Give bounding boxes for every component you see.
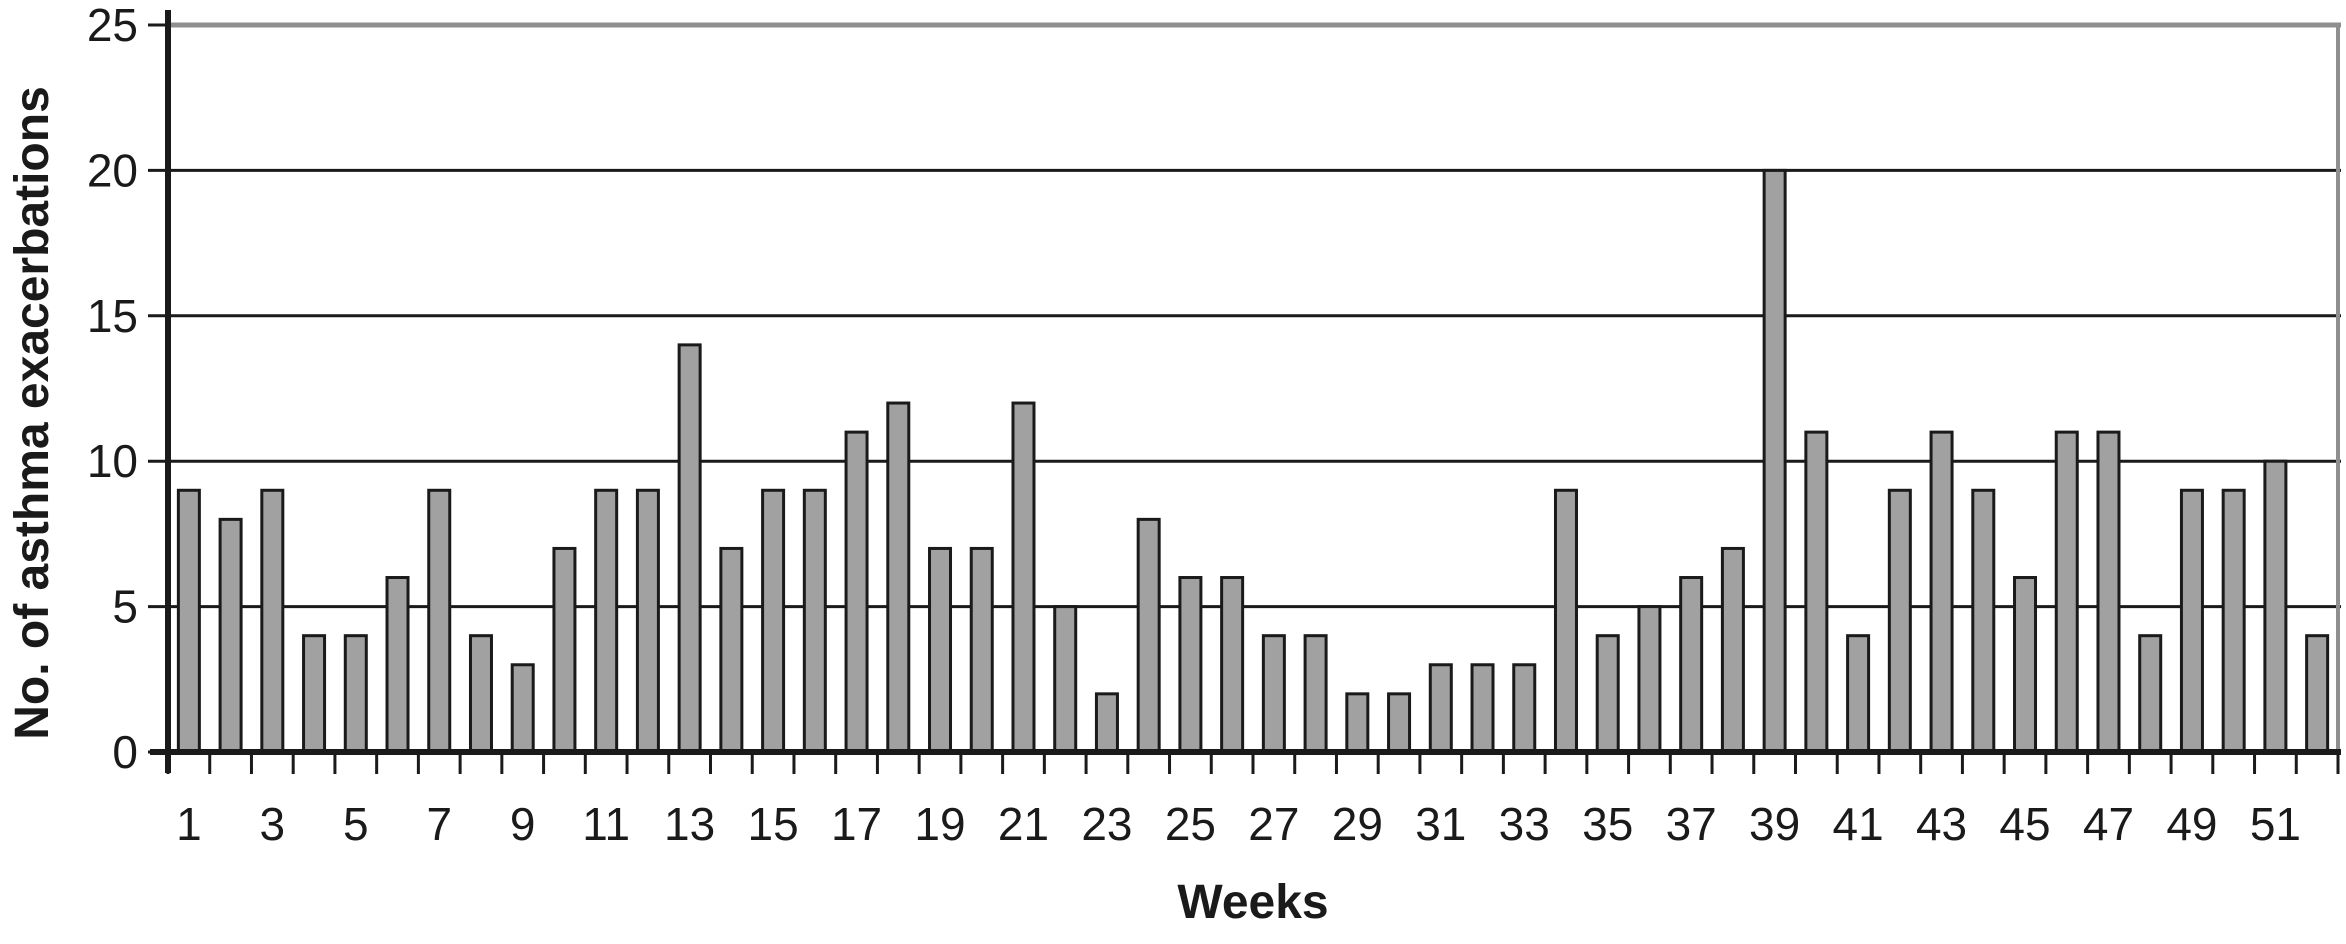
bar-week-20: [969, 546, 994, 754]
bar-week-32: [1470, 663, 1495, 754]
bar-week-18: [886, 401, 911, 754]
bar-week-52: [2305, 634, 2330, 754]
bar-week-46: [2054, 430, 2079, 754]
bar-week-48: [2138, 634, 2163, 754]
bar-week-40: [1804, 430, 1829, 754]
x-tick-label-3: 3: [260, 798, 286, 850]
bar-week-47: [2096, 430, 2121, 754]
bar-week-12: [635, 488, 660, 754]
bar-week-21: [1011, 401, 1036, 754]
bar-week-28: [1303, 634, 1328, 754]
bar-week-43: [1929, 430, 1954, 754]
bar-week-8: [468, 634, 493, 754]
bar-week-5: [343, 634, 368, 754]
bar-week-39: [1762, 168, 1787, 754]
bar-week-3: [260, 488, 285, 754]
x-tick-label-19: 19: [914, 798, 965, 850]
x-tick-label-41: 41: [1833, 798, 1884, 850]
y-tick-labels: 0 5 10 15 20 25: [87, 0, 138, 778]
bar-week-34: [1553, 488, 1578, 754]
bar-week-10: [552, 546, 577, 754]
x-tick-label-49: 49: [2166, 798, 2217, 850]
bar-week-1: [176, 488, 201, 754]
bar-week-36: [1637, 605, 1662, 754]
bar-week-19: [928, 546, 953, 754]
bar-week-44: [1971, 488, 1996, 754]
y-tick-label-5: 5: [112, 581, 138, 633]
x-tick-label-47: 47: [2083, 798, 2134, 850]
bar-week-49: [2179, 488, 2204, 754]
bar-week-45: [2013, 576, 2038, 754]
bar-week-2: [218, 517, 243, 754]
bar-week-7: [427, 488, 452, 754]
x-tick-label-29: 29: [1332, 798, 1383, 850]
bar-week-35: [1595, 634, 1620, 754]
y-tick-label-20: 20: [87, 144, 138, 196]
bar-week-51: [2263, 459, 2288, 754]
bar-week-22: [1053, 605, 1078, 754]
bar-week-41: [1846, 634, 1871, 754]
y-tick-label-10: 10: [87, 435, 138, 487]
x-tick-label-45: 45: [1999, 798, 2050, 850]
bar-week-11: [594, 488, 619, 754]
bar-week-26: [1220, 576, 1245, 754]
x-tick-label-35: 35: [1582, 798, 1633, 850]
x-tick-label-15: 15: [748, 798, 799, 850]
bar-week-24: [1136, 517, 1161, 754]
bar-week-14: [719, 546, 744, 754]
bar-week-30: [1387, 692, 1412, 754]
x-axis-title: Weeks: [1177, 876, 1328, 929]
bar-week-42: [1887, 488, 1912, 754]
y-tick-label-15: 15: [87, 290, 138, 342]
bar-week-9: [510, 663, 535, 754]
x-tick-label-17: 17: [831, 798, 882, 850]
x-tick-label-25: 25: [1165, 798, 1216, 850]
bar-week-13: [677, 343, 702, 754]
bar-week-50: [2221, 488, 2246, 754]
bar-week-15: [761, 488, 786, 754]
axes: [150, 10, 2341, 773]
x-tick-label-51: 51: [2250, 798, 2301, 850]
y-axis-title: No. of asthma exacerbations: [6, 86, 59, 740]
y-tick-label-25: 25: [87, 0, 138, 51]
bar-week-25: [1178, 576, 1203, 754]
x-tick-label-27: 27: [1248, 798, 1299, 850]
bar-week-17: [844, 430, 869, 754]
bar-week-38: [1720, 546, 1745, 754]
bar-week-31: [1428, 663, 1453, 754]
bar-week-6: [385, 576, 410, 754]
bar-week-33: [1512, 663, 1537, 754]
bar-week-27: [1261, 634, 1286, 754]
x-tick-label-33: 33: [1499, 798, 1550, 850]
bar-week-4: [302, 634, 327, 754]
bar-week-29: [1345, 692, 1370, 754]
tick-marks: [148, 23, 2340, 774]
x-tick-label-37: 37: [1666, 798, 1717, 850]
x-tick-label-13: 13: [664, 798, 715, 850]
x-tick-label-1: 1: [176, 798, 202, 850]
x-tick-label-39: 39: [1749, 798, 1800, 850]
x-tick-label-9: 9: [510, 798, 536, 850]
bar-week-16: [802, 488, 827, 754]
bar-week-23: [1094, 692, 1119, 754]
x-tick-labels: 1 3 5 7 9 11 13 15 17 19 21 23 25 27 29 31 33 35 37 39 41 43 4…: [176, 798, 2301, 850]
y-tick-label-0: 0: [112, 726, 138, 778]
x-tick-label-21: 21: [998, 798, 1049, 850]
x-tick-label-31: 31: [1415, 798, 1466, 850]
x-tick-label-43: 43: [1916, 798, 1967, 850]
x-tick-label-7: 7: [426, 798, 452, 850]
bar-week-37: [1679, 576, 1704, 754]
x-tick-label-11: 11: [582, 798, 630, 850]
x-tick-label-5: 5: [343, 798, 369, 850]
x-tick-label-23: 23: [1081, 798, 1132, 850]
